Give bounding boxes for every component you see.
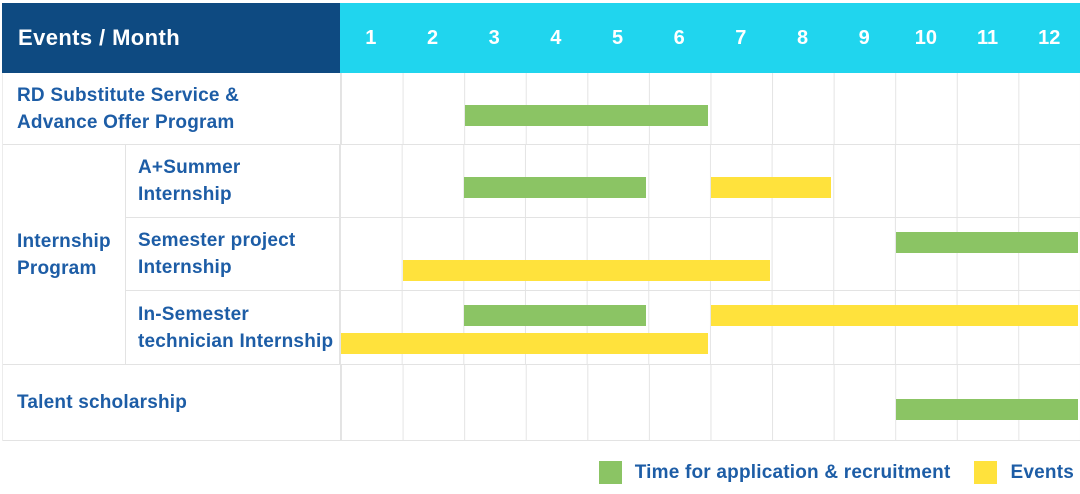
- gantt-bar-yellow: [341, 333, 708, 355]
- month-header-10: 10: [914, 26, 937, 49]
- legend: Time for application & recruitment Events: [575, 461, 1074, 484]
- month-grid-plot: [341, 73, 1080, 144]
- legend-item: Events: [974, 461, 1074, 484]
- event-row: In-Semester technician Internship: [126, 291, 1080, 364]
- events-month-header-cell: Events / Month: [2, 3, 340, 73]
- gantt-bar-green: [464, 177, 647, 199]
- month-header-12: 12: [1038, 26, 1061, 49]
- gantt-bar-yellow: [711, 177, 832, 199]
- gantt-bar-green: [465, 104, 709, 126]
- event-group-row: Internship Program A+Summer Internship Semes…: [3, 145, 1080, 365]
- legend-swatch-yellow: [974, 461, 998, 484]
- month-header-8: 8: [796, 26, 809, 49]
- gantt-bar-green: [896, 398, 1078, 420]
- month-header-6: 6: [673, 26, 685, 49]
- label-line: In-Semester: [138, 303, 249, 325]
- label-line: technician Internship: [138, 330, 334, 352]
- label-line: Internship: [138, 184, 232, 205]
- legend-swatch-green: [598, 461, 622, 484]
- month-header-4: 4: [550, 26, 562, 49]
- label-line: Talent scholarship: [17, 392, 188, 413]
- event-label: Talent scholarship: [3, 365, 341, 440]
- month-grid-plot: [340, 291, 1080, 364]
- label-line: RD Substitute Service &: [17, 84, 240, 106]
- event-row: Semester project Internship: [126, 218, 1080, 291]
- event-row: Talent scholarship: [3, 365, 1080, 441]
- event-label: Semester project Internship: [126, 218, 340, 290]
- table-body: RD Substitute Service & Advance Offer Pro…: [2, 73, 1080, 441]
- event-label: RD Substitute Service & Advance Offer Pro…: [3, 73, 341, 144]
- month-grid-plot: [340, 145, 1080, 217]
- gantt-bar-green: [464, 304, 647, 326]
- gantt-bar-green: [896, 231, 1078, 253]
- month-header-2: 2: [426, 26, 439, 49]
- month-header-5: 5: [611, 26, 624, 49]
- label-line: Internship: [17, 230, 111, 252]
- month-header-11: 11: [976, 26, 999, 49]
- month-header-7: 7: [735, 26, 747, 49]
- gantt-bar-yellow: [711, 304, 1078, 326]
- month-grid-plot: [340, 218, 1080, 290]
- month-header-strip: 1 2 3 4 5 6 7 8 9 10 11 12: [340, 3, 1080, 73]
- gantt-bar-yellow: [402, 259, 770, 281]
- table-header-row: Events / Month 1 2 3 4 5 6 7 8 9 10 11 12: [2, 3, 1080, 73]
- label-line: A+Summer: [138, 157, 241, 178]
- legend-item: Time for application & recruitment: [598, 461, 951, 484]
- label-line: Semester project: [138, 230, 296, 251]
- events-month-table: Events / Month 1 2 3 4 5 6 7 8 9 10 11 12 RD Substi…: [2, 3, 1080, 441]
- event-row: RD Substitute Service & Advance Offer Pro…: [3, 73, 1080, 145]
- month-header-9: 9: [858, 26, 870, 49]
- label-line: Advance Offer Program: [17, 111, 235, 133]
- event-row: A+Summer Internship: [126, 145, 1080, 218]
- month-header-3: 3: [488, 26, 500, 49]
- legend-label: Time for application & recruitment: [634, 461, 951, 483]
- label-line: Program: [17, 257, 97, 279]
- legend-label: Events: [1010, 461, 1074, 483]
- month-grid-plot: [341, 365, 1080, 440]
- event-label: A+Summer Internship: [126, 145, 340, 217]
- event-label: In-Semester technician Internship: [126, 291, 340, 364]
- group-children: A+Summer Internship Semester project Intern…: [126, 145, 1080, 364]
- group-label: Internship Program: [3, 145, 126, 364]
- month-header-1: 1: [365, 26, 377, 49]
- label-line: Internship: [138, 257, 232, 278]
